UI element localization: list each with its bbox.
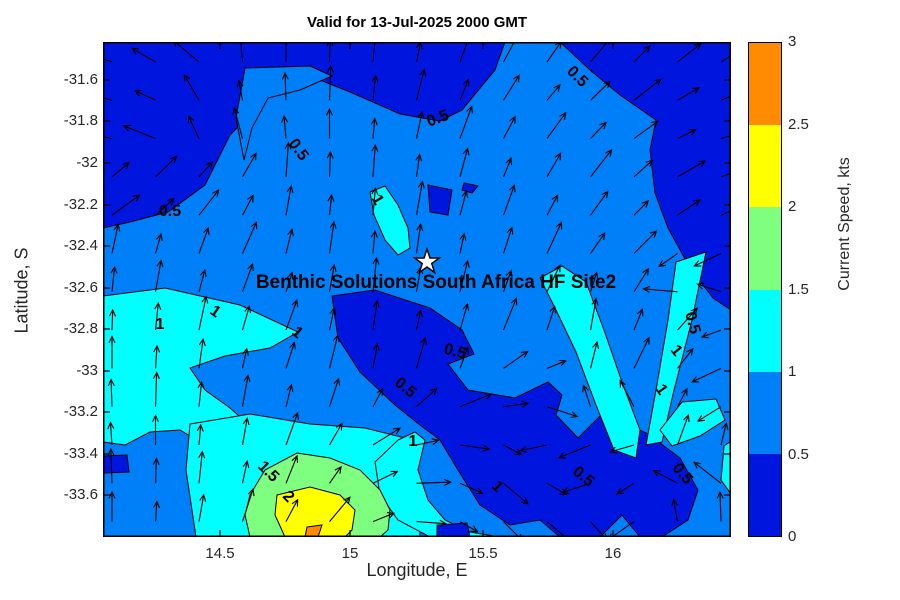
contour-region-2-2.5 (274, 486, 356, 537)
y-tick-label: -31.8 (63, 112, 98, 129)
contour-label: 0.5 (159, 203, 181, 220)
contour-label: 0.5 (681, 310, 703, 336)
plot-title: Valid for 13-Jul-2025 2000 GMT (306, 14, 528, 31)
contour-region-1-1.5 (645, 251, 707, 446)
colorbar (748, 42, 782, 537)
contour-label: 0.5 (442, 341, 468, 363)
colorbar-segment (749, 207, 781, 290)
contour-region-0-0.5 (103, 454, 130, 474)
colorbar-tick-label: 1.5 (788, 280, 809, 298)
y-tick-label: -33 (76, 362, 98, 379)
contour-region-0-0.5 (436, 522, 471, 537)
y-tick-label: -33.2 (63, 403, 98, 420)
quiver-arrows (103, 42, 731, 537)
y-tick-label: -32.6 (63, 279, 98, 296)
colorbar-tick-label: 0.5 (788, 445, 809, 463)
x-tick-label: 16 (604, 545, 622, 562)
station-label: Benthic Solutions South Africa HF Site2 (255, 272, 617, 293)
y-tick-label: -33.4 (63, 445, 98, 462)
colorbar-tick-label: 0 (788, 528, 797, 545)
contour-region-0-0.5 (427, 184, 453, 216)
x-axis-label: Longitude, E (366, 560, 468, 580)
contour-region-0-0.5 (461, 182, 479, 194)
contour-region-0-0.5 (331, 289, 699, 537)
y-tick-label: -32.2 (63, 196, 98, 213)
colorbar-segment (749, 289, 781, 372)
x-tick-label: 15 (341, 545, 359, 562)
contour-label: 0.5 (425, 107, 452, 131)
y-tick-label: -32.8 (63, 320, 98, 337)
colorbar-tick-label: 1 (788, 363, 797, 380)
contour-region-0-0.5 (559, 42, 731, 311)
colorbar-segment (749, 453, 781, 536)
contour-region-1-1.5 (103, 287, 300, 453)
contour-region-2.5-3 (304, 524, 323, 537)
station-star-icon (412, 246, 442, 275)
y-tick-label: -31.6 (63, 71, 98, 88)
y-tick-label: -32.4 (63, 237, 98, 254)
contour-region-1-1.5 (659, 398, 726, 447)
x-tick-label: 15.5 (468, 545, 498, 562)
y-tick-label: -33.6 (63, 486, 98, 503)
colorbar-tick-label: 2.5 (788, 115, 809, 133)
colorbar-label: Current Speed, kts (836, 157, 853, 291)
colorbar-segment (749, 371, 781, 454)
contour-label: 1 (156, 316, 165, 333)
colorbar-segment (749, 125, 781, 208)
colorbar-tick-label: 2 (788, 198, 797, 215)
y-tick-label: -32 (76, 154, 98, 171)
contour-label: 1 (409, 433, 418, 450)
colorbar-tick-label: 3 (788, 33, 797, 50)
contour-region-1-1.5 (539, 265, 641, 459)
contour-region-1-1.5 (374, 431, 501, 537)
contour-region-1-1.5 (369, 185, 411, 256)
plot-frame (103, 42, 731, 537)
contour-region-0.5-1 (235, 65, 334, 161)
colorbar-segment (749, 43, 781, 126)
x-tick-label: 14.5 (205, 545, 235, 562)
